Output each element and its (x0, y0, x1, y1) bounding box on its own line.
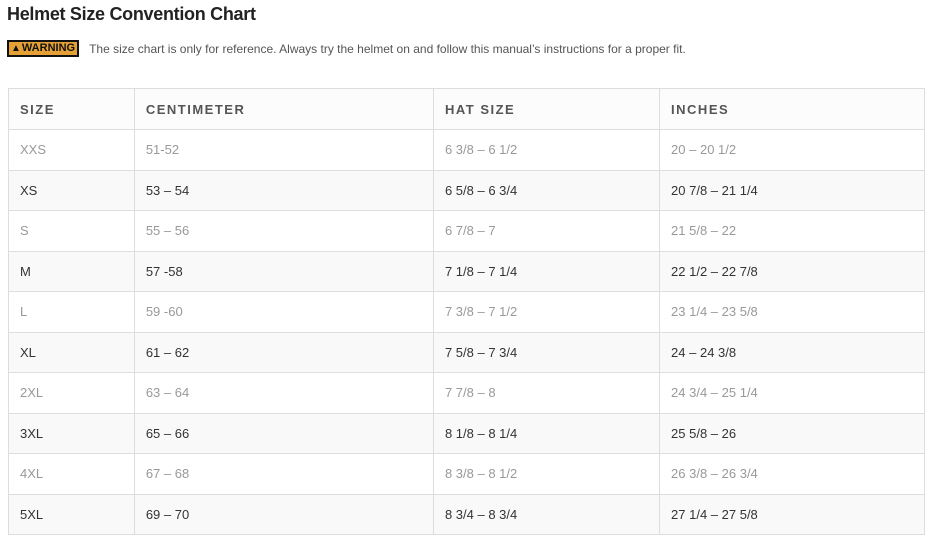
warning-triangle-icon: ▲ (11, 43, 21, 54)
table-cell: 53 – 54 (133, 169, 434, 211)
table-cell: 24 3/4 – 25 1/4 (659, 372, 925, 414)
table-cell: 4XL (8, 453, 135, 495)
table-cell: L (8, 291, 135, 333)
table-cell: 8 1/8 – 8 1/4 (432, 412, 661, 454)
table-row: L 59 -60 7 3/8 – 7 1/2 23 1/4 – 23 5/8 (8, 291, 925, 333)
table-cell: 6 5/8 – 6 3/4 (432, 169, 661, 211)
column-header: CENTIMETER (133, 88, 434, 130)
table-cell: M (8, 250, 135, 292)
table-cell: 69 – 70 (133, 493, 434, 535)
table-header-row: SIZE CENTIMETER HAT SIZE INCHES (8, 88, 925, 130)
table-cell: 24 – 24 3/8 (659, 331, 925, 373)
table-cell: 26 3/8 – 26 3/4 (659, 453, 925, 495)
table-cell: XS (8, 169, 135, 211)
warning-badge: ▲ WARNING (7, 40, 80, 57)
table-cell: 6 3/8 – 6 1/2 (432, 129, 661, 171)
table-cell: 20 – 20 1/2 (659, 129, 925, 171)
table-cell: 6 7/8 – 7 (432, 210, 661, 252)
table-row: XS 53 – 54 6 5/8 – 6 3/4 20 7/8 – 21 1/4 (8, 169, 925, 211)
table-cell: 7 5/8 – 7 3/4 (432, 331, 661, 373)
table-cell: 20 7/8 – 21 1/4 (659, 169, 925, 211)
page-title: Helmet Size Convention Chart (7, 4, 256, 24)
table-row: M 57 -58 7 1/8 – 7 1/4 22 1/2 – 22 7/8 (8, 250, 925, 292)
table-cell: 7 3/8 – 7 1/2 (432, 291, 661, 333)
column-header: INCHES (659, 88, 925, 130)
table-cell: 2XL (8, 372, 135, 414)
table-cell: 8 3/8 – 8 1/2 (432, 453, 661, 495)
table-cell: 8 3/4 – 8 3/4 (432, 493, 661, 535)
table-cell: 23 1/4 – 23 5/8 (659, 291, 925, 333)
table-cell: 61 – 62 (133, 331, 434, 373)
table-cell: 21 5/8 – 22 (659, 210, 925, 252)
table-cell: 3XL (8, 412, 135, 454)
column-header: SIZE (8, 88, 135, 130)
table-cell: 57 -58 (133, 250, 434, 292)
size-chart-table: SIZE CENTIMETER HAT SIZE INCHES XXS 51-52 6 3… (8, 88, 925, 535)
column-header: HAT SIZE (432, 88, 661, 130)
table-row: XXS 51-52 6 3/8 – 6 1/2 20 – 20 1/2 (8, 129, 925, 171)
table-cell: 63 – 64 (133, 372, 434, 414)
table-cell: 7 1/8 – 7 1/4 (432, 250, 661, 292)
table-cell: XL (8, 331, 135, 373)
warning-text: The size chart is only for reference. Al… (89, 41, 686, 56)
warning-notice: ▲ WARNING The size chart is only for refe… (7, 40, 686, 57)
table-cell: 51-52 (133, 129, 434, 171)
table-cell: 65 – 66 (133, 412, 434, 454)
table-row: XL 61 – 62 7 5/8 – 7 3/4 24 – 24 3/8 (8, 331, 925, 373)
table-cell: 22 1/2 – 22 7/8 (659, 250, 925, 292)
table-row: 4XL 67 – 68 8 3/8 – 8 1/2 26 3/8 – 26 3/4 (8, 453, 925, 495)
table-row: 5XL 69 – 70 8 3/4 – 8 3/4 27 1/4 – 27 5/8 (8, 493, 925, 535)
table-cell: 27 1/4 – 27 5/8 (659, 493, 925, 535)
table-cell: 59 -60 (133, 291, 434, 333)
table-cell: S (8, 210, 135, 252)
table-cell: XXS (8, 129, 135, 171)
table-row: 2XL 63 – 64 7 7/8 – 8 24 3/4 – 25 1/4 (8, 372, 925, 414)
table-cell: 55 – 56 (133, 210, 434, 252)
table-row: S 55 – 56 6 7/8 – 7 21 5/8 – 22 (8, 210, 925, 252)
table-cell: 7 7/8 – 8 (432, 372, 661, 414)
table-row: 3XL 65 – 66 8 1/8 – 8 1/4 25 5/8 – 26 (8, 412, 925, 454)
table-cell: 67 – 68 (133, 453, 434, 495)
table-cell: 5XL (8, 493, 135, 535)
table-cell: 25 5/8 – 26 (659, 412, 925, 454)
